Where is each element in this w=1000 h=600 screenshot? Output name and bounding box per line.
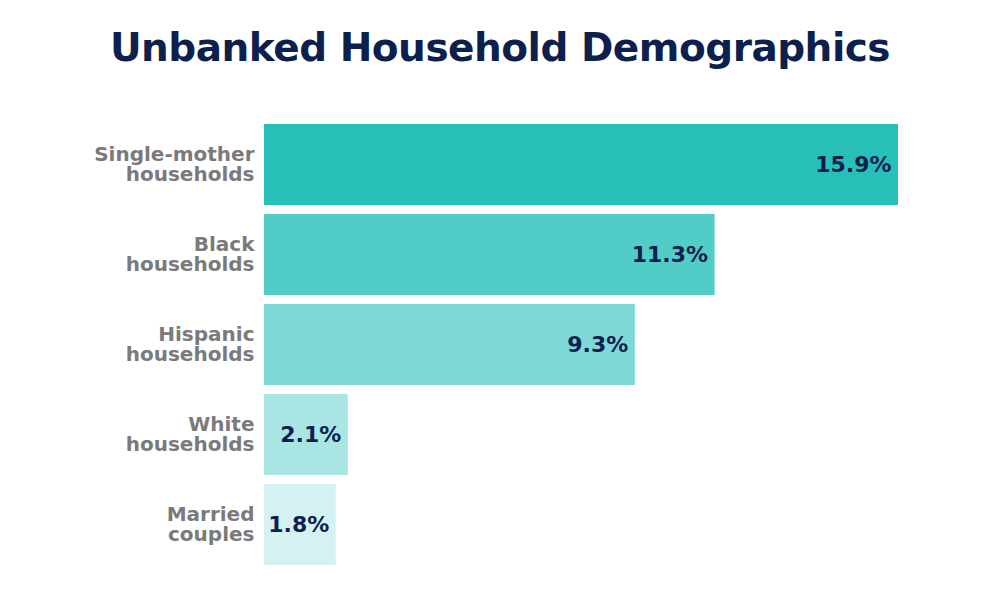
svg-text:Marriedcouples: Marriedcouples [167, 502, 255, 546]
svg-text:2.1%: 2.1% [280, 422, 341, 447]
svg-text:15.9%: 15.9% [815, 152, 891, 177]
html-text:Unbanked Household Demographic: Unbanked Household Demographics [109, 25, 891, 70]
svg-text:Whitehouseholds: Whitehouseholds [126, 412, 255, 456]
svg-text:1.8%: 1.8% [268, 512, 329, 537]
svg-text:Single-motherhouseholds: Single-motherhouseholds [94, 142, 254, 186]
svg-text:11.3%: 11.3% [632, 242, 708, 267]
svg-text:9.3%: 9.3% [567, 332, 628, 357]
svg-text:Blackhouseholds: Blackhouseholds [126, 232, 255, 276]
svg-text:Hispanichouseholds: Hispanichouseholds [126, 322, 255, 366]
